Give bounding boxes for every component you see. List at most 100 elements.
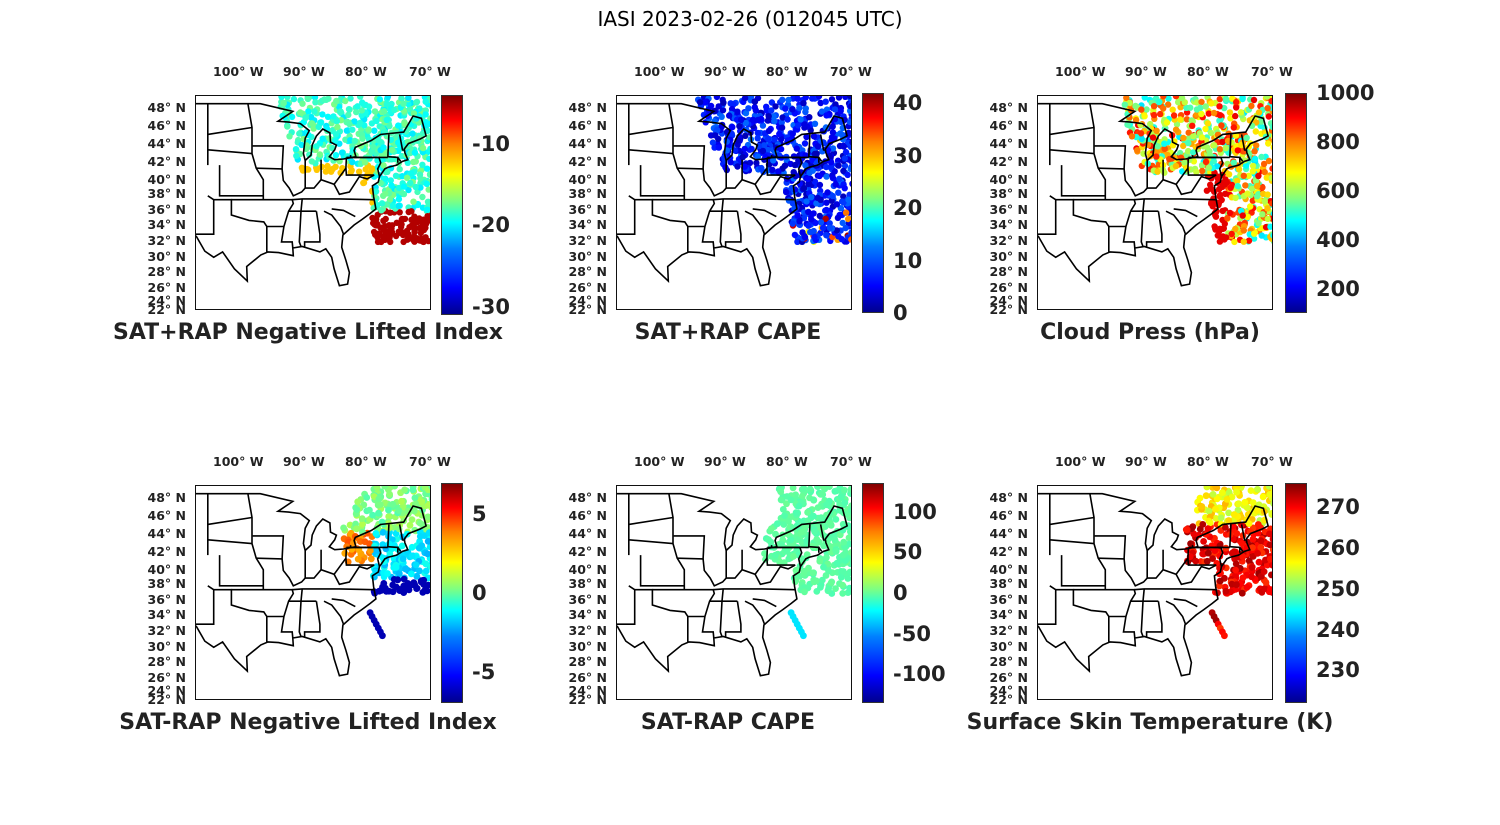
data-point	[806, 169, 813, 177]
state-boundary	[1145, 211, 1163, 248]
data-point	[1242, 182, 1249, 189]
data-point	[827, 159, 835, 166]
data-point	[408, 216, 415, 223]
data-point	[1190, 530, 1198, 538]
data-point	[1242, 162, 1250, 169]
lon-label: 80° W	[1187, 64, 1229, 79]
data-point	[417, 184, 424, 191]
data-point	[307, 114, 315, 121]
data-point	[1258, 232, 1265, 239]
data-point	[715, 144, 722, 151]
data-point	[742, 110, 750, 117]
state-boundary	[1173, 208, 1198, 218]
data-point	[846, 584, 851, 592]
data-point	[1185, 147, 1192, 155]
state-boundary	[213, 588, 268, 642]
data-point	[1251, 155, 1259, 163]
data-point	[805, 222, 812, 229]
map-cloud-press	[1037, 95, 1273, 310]
lat-label: 26° N	[147, 670, 186, 685]
lat-label: 22° N	[989, 302, 1028, 317]
state-boundary	[766, 558, 796, 566]
state-boundary	[1073, 493, 1107, 591]
data-point	[372, 188, 380, 195]
data-point	[378, 200, 386, 207]
data-point	[814, 143, 822, 150]
lon-label: 100° W	[1055, 64, 1106, 79]
panel-title: Surface Skin Temperature (K)	[966, 710, 1334, 735]
state-boundary	[652, 493, 686, 591]
lat-label: 32° N	[989, 233, 1028, 248]
data-point	[825, 567, 832, 575]
data-point	[334, 123, 341, 131]
data-point	[845, 534, 851, 542]
state-boundary	[719, 588, 724, 637]
data-point	[1225, 171, 1233, 178]
data-point	[759, 147, 767, 155]
data-point	[358, 107, 365, 114]
data-point	[1241, 498, 1249, 506]
lat-label: 40° N	[147, 172, 186, 187]
lat-label: 22° N	[568, 692, 607, 707]
data-point	[791, 161, 799, 169]
state-boundary	[1165, 600, 1187, 625]
data-point	[1254, 521, 1262, 528]
lat-label: 34° N	[147, 607, 186, 622]
data-point	[823, 232, 830, 239]
data-point	[359, 135, 366, 142]
data-point	[428, 496, 430, 503]
data-point	[848, 549, 851, 556]
data-point	[1263, 174, 1270, 181]
lat-label: 44° N	[989, 526, 1028, 541]
data-point	[419, 144, 427, 152]
state-boundary	[292, 198, 374, 201]
data-point	[375, 495, 383, 503]
data-point	[1223, 234, 1230, 241]
data-point	[322, 96, 330, 103]
data-point	[814, 504, 822, 511]
state-boundary	[808, 524, 811, 548]
lat-label: 36° N	[989, 202, 1028, 217]
data-point	[1198, 98, 1205, 106]
data-point	[358, 112, 365, 119]
colorbar-tick: 260	[1316, 536, 1360, 561]
data-point	[823, 501, 830, 509]
data-point	[1245, 172, 1252, 179]
data-point	[1267, 525, 1272, 533]
data-point	[839, 581, 846, 589]
lat-label: 34° N	[568, 607, 607, 622]
data-point	[1265, 140, 1272, 147]
data-point	[349, 126, 356, 133]
state-boundary	[323, 210, 345, 235]
data-point	[1165, 96, 1172, 102]
data-point	[1212, 505, 1219, 513]
data-point	[367, 547, 374, 554]
data-point	[829, 145, 837, 152]
data-point	[1200, 538, 1207, 545]
data-point	[426, 171, 430, 178]
data-point	[422, 98, 429, 105]
data-point	[1262, 579, 1270, 586]
state-boundary	[1240, 134, 1247, 152]
data-point	[813, 200, 820, 207]
data-point	[398, 96, 405, 102]
data-point	[816, 172, 823, 180]
data-point	[1224, 137, 1232, 145]
data-point	[832, 101, 839, 108]
lat-label: 26° N	[989, 670, 1028, 685]
data-point	[801, 588, 808, 596]
coastline	[1038, 102, 1270, 287]
data-point	[424, 206, 430, 213]
state-boundary	[673, 145, 706, 170]
data-point	[396, 229, 403, 236]
data-point	[777, 496, 785, 504]
data-point	[1153, 127, 1160, 134]
state-boundary	[263, 588, 295, 639]
data-point	[828, 134, 836, 141]
data-point	[1134, 147, 1141, 154]
lat-label: 40° N	[989, 562, 1028, 577]
data-point	[370, 228, 378, 236]
state-boundary	[1240, 524, 1247, 542]
data-point	[1255, 109, 1263, 116]
data-point	[1193, 106, 1201, 113]
